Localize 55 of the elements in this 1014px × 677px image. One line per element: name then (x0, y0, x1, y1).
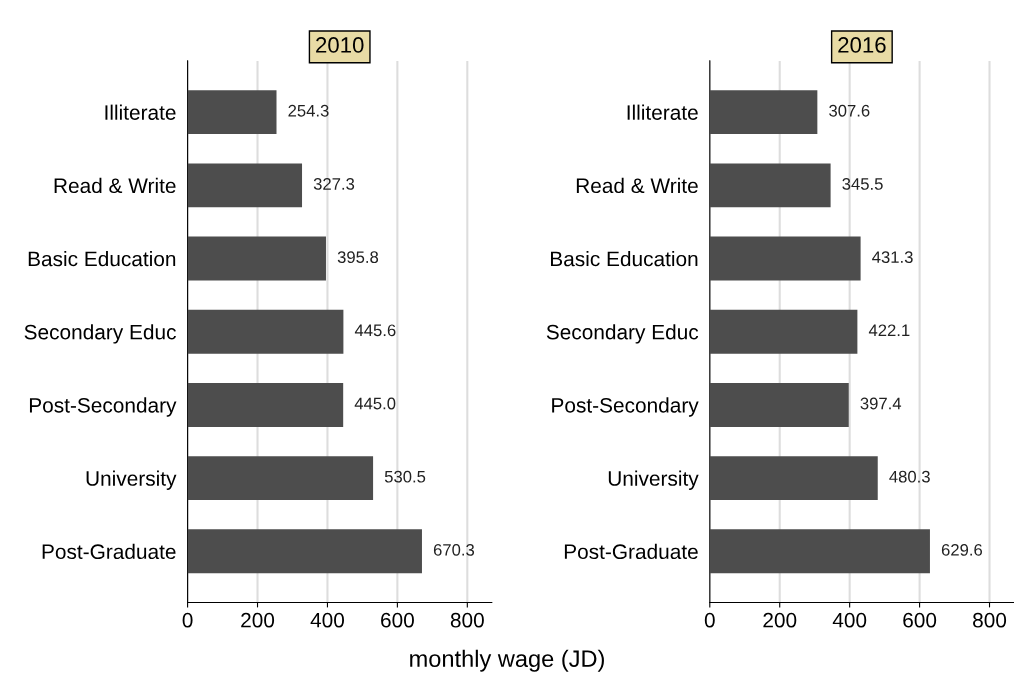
data-label: 254.3 (288, 104, 329, 117)
y-tick-label: Post-Secondary (29, 397, 177, 417)
bar (187, 382, 344, 427)
bar (709, 309, 858, 354)
x-tick-label: 800 (450, 612, 484, 628)
data-label: 445.0 (354, 397, 396, 410)
x-tick-label: 200 (241, 612, 275, 628)
y-tick-label: Post-Graduate (42, 543, 176, 560)
bar (709, 529, 930, 574)
data-label: 670.3 (433, 543, 475, 556)
data-label: 422.1 (868, 324, 910, 337)
bar (187, 163, 303, 208)
chart-title: 2010 (316, 37, 364, 53)
x-tick-label: 800 (973, 612, 1007, 628)
y-tick-label: Basic Education (551, 250, 698, 267)
y-tick-label: Secondary Educ (546, 324, 699, 344)
data-label: 629.6 (941, 543, 983, 556)
y-tick-label: Secondary Educ (24, 324, 176, 344)
x-tick-label: 600 (381, 612, 414, 628)
bar (187, 456, 374, 501)
x-tick-label: 0 (182, 612, 193, 628)
x-tick-label: 600 (903, 612, 937, 628)
y-tick-label: Illiterate (627, 104, 698, 120)
data-label: 397.4 (860, 397, 902, 410)
data-label: 345.5 (842, 178, 883, 190)
y-tick-label: Post-Secondary (552, 397, 699, 417)
chart-title: 2016 (838, 37, 886, 53)
x-tick-label: 200 (763, 612, 797, 628)
x-axis-title: monthly wage (JD) (410, 649, 604, 672)
bar (187, 236, 326, 281)
y-tick-label: University (86, 470, 177, 490)
data-label: 395.8 (337, 251, 379, 264)
y-tick-label: Read & Write (54, 177, 176, 194)
data-label: 530.5 (384, 470, 426, 483)
y-tick-label: Post-Graduate (564, 543, 698, 560)
bar (709, 456, 878, 501)
x-tick-label: 0 (704, 612, 715, 628)
y-tick-label: Read & Write (576, 177, 698, 194)
y-tick-label: Basic Education (28, 250, 176, 267)
data-label: 445.6 (354, 324, 396, 337)
data-label: 327.3 (313, 178, 355, 190)
y-tick-label: University (608, 470, 699, 490)
bar (187, 90, 277, 135)
bar (709, 236, 861, 281)
x-tick-label: 400 (310, 612, 345, 628)
data-label: 307.6 (829, 104, 870, 117)
bar (709, 382, 849, 427)
bar (187, 309, 344, 354)
data-label: 431.3 (872, 251, 913, 264)
bar (187, 529, 422, 574)
data-label: 480.3 (889, 470, 930, 483)
bar (709, 163, 831, 208)
bar (709, 90, 818, 135)
x-tick-label: 400 (832, 612, 867, 628)
y-tick-label: Illiterate (105, 104, 176, 120)
